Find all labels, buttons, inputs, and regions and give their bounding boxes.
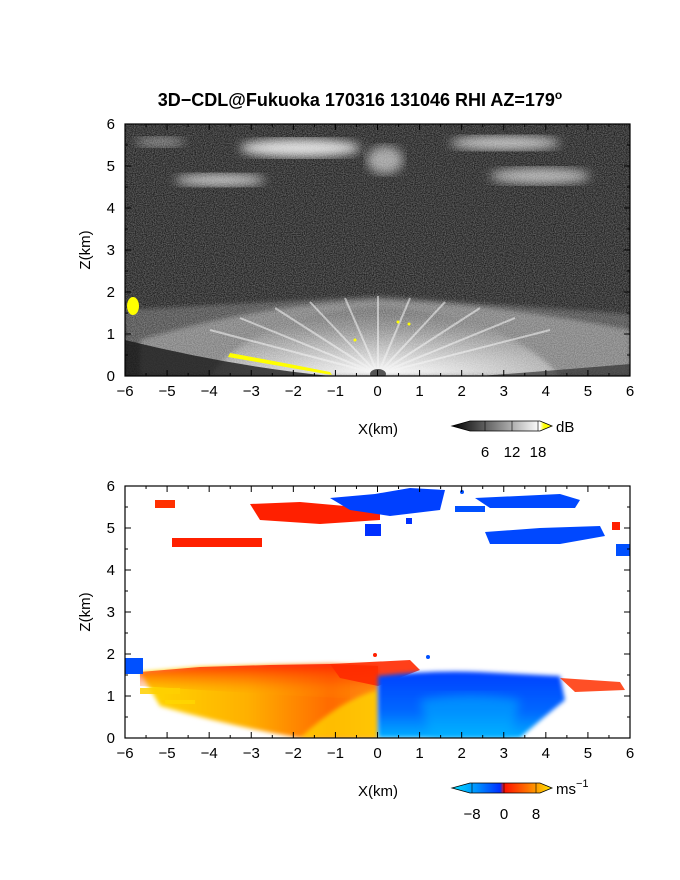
x-tick-label: 6 <box>626 383 634 400</box>
velocity-image <box>125 486 630 738</box>
x-tick-label: 1 <box>415 383 423 400</box>
x-tick-label: −1 <box>327 383 344 400</box>
x-tick-label: −4 <box>201 745 218 762</box>
x-tick-label: −5 <box>159 745 176 762</box>
velocity-colorbar: ms−1 −8 0 8 <box>450 778 589 823</box>
x-tick-label: −3 <box>243 745 260 762</box>
x-tick-label: −6 <box>116 383 133 400</box>
x-tick-label: −2 <box>285 745 302 762</box>
velocity-colorbar-unit: ms−1 <box>556 778 589 798</box>
x-tick-label: 6 <box>626 745 634 762</box>
y-tick-label: 2 <box>107 284 115 301</box>
y-tick-label: 4 <box>107 200 115 217</box>
upper-echo <box>330 488 445 516</box>
reflectivity-ylabel: Z(km) <box>77 230 94 269</box>
reflectivity-colorbar-tick: 18 <box>530 444 547 461</box>
reflectivity-xlabel: X(km) <box>358 421 398 438</box>
upper-echo <box>612 522 620 530</box>
x-tick-label: 4 <box>542 745 550 762</box>
reflectivity-axes: −6 −5 −4 −3 −2 −1 0 1 2 3 4 5 6 0 1 2 3 4 5 6 <box>107 116 635 400</box>
y-tick-label: 4 <box>107 562 115 579</box>
upper-echo <box>406 518 412 524</box>
x-tick-label: 5 <box>584 745 592 762</box>
y-tick-label: 6 <box>107 116 115 133</box>
x-tick-label: 4 <box>542 383 550 400</box>
velocity-panel: −6 −5 −4 −3 −2 −1 0 1 2 3 4 5 6 0 1 2 3 4 5 6 X(km) Z(km) m… <box>77 478 634 823</box>
x-tick-label: 3 <box>500 745 508 762</box>
y-tick-label: 2 <box>107 646 115 663</box>
velocity-colorbar-tick: −8 <box>463 806 480 823</box>
x-tick-label: 2 <box>457 745 465 762</box>
upper-echo <box>485 526 605 544</box>
saturated-ground-echo <box>228 353 332 375</box>
velocity-ylabel: Z(km) <box>77 592 94 631</box>
y-tick-label: 6 <box>107 478 115 495</box>
x-tick-label: −6 <box>116 745 133 762</box>
degree-superscript: o <box>555 88 562 102</box>
x-tick-label: −1 <box>327 745 344 762</box>
saturated-edge-echo <box>127 297 139 315</box>
reflectivity-colorbar-tick: 6 <box>481 444 489 461</box>
x-tick-label: −4 <box>201 383 218 400</box>
y-tick-label: 3 <box>107 604 115 621</box>
upper-echo <box>475 494 580 508</box>
upper-echo <box>155 500 175 508</box>
y-tick-label: 5 <box>107 158 115 175</box>
y-tick-label: 1 <box>107 688 115 705</box>
x-tick-label: 0 <box>373 383 381 400</box>
x-tick-label: 2 <box>457 383 465 400</box>
reflectivity-colorbar-unit: dB <box>556 419 574 436</box>
x-tick-label: 5 <box>584 383 592 400</box>
velocity-xlabel: X(km) <box>358 783 398 800</box>
upper-echo <box>172 538 262 547</box>
upper-echo <box>455 506 485 512</box>
velocity-colorbar-tick: 8 <box>532 806 540 823</box>
reflectivity-image <box>125 124 630 376</box>
upper-echo <box>365 524 381 536</box>
y-tick-label: 3 <box>107 242 115 259</box>
x-tick-label: 3 <box>500 383 508 400</box>
x-tick-label: 0 <box>373 745 381 762</box>
y-tick-label: 0 <box>107 368 115 385</box>
reflectivity-colorbar: dB 6 12 18 <box>450 419 574 461</box>
velocity-axes: −6 −5 −4 −3 −2 −1 0 1 2 3 4 5 6 0 1 2 3 4 5 6 <box>107 478 635 762</box>
velocity-colorbar-tick: 0 <box>500 806 508 823</box>
x-tick-label: −2 <box>285 383 302 400</box>
x-tick-label: 1 <box>415 745 423 762</box>
y-tick-label: 0 <box>107 730 115 747</box>
x-tick-label: −5 <box>159 383 176 400</box>
y-tick-label: 1 <box>107 326 115 343</box>
y-tick-label: 5 <box>107 520 115 537</box>
x-tick-label: −3 <box>243 383 260 400</box>
reflectivity-colorbar-tick: 12 <box>504 444 521 461</box>
figure-title: 3D−CDL@Fukuoka 170316 131046 RHI AZ=179o <box>158 88 562 110</box>
upper-echo <box>616 544 630 556</box>
